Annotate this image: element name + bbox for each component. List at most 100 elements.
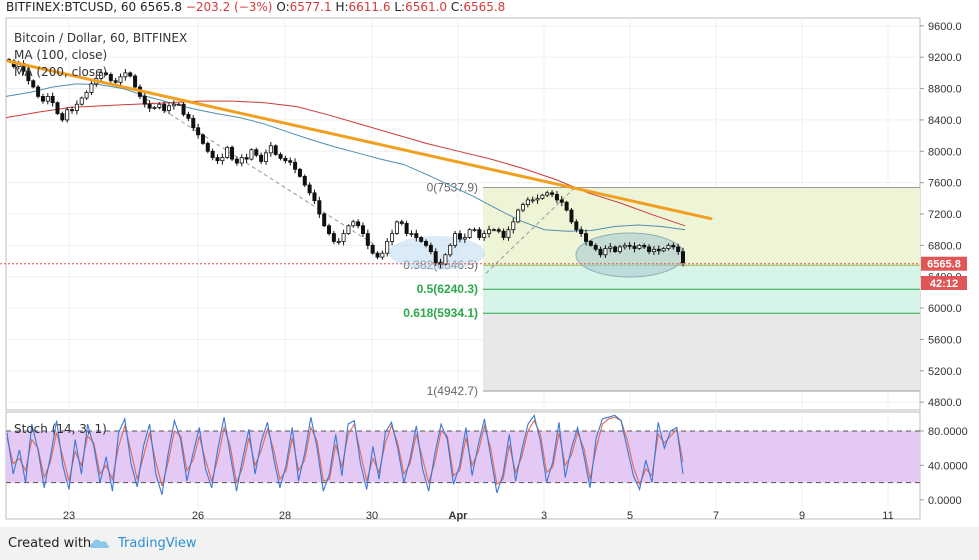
price-tick-label: 9200.0: [928, 52, 962, 64]
price-tick-label: 7600.0: [928, 178, 962, 190]
stoch-tick-label: 0.0000: [928, 495, 962, 507]
candle-body: [322, 213, 327, 227]
support-ellipse-right[interactable]: [575, 232, 685, 278]
candle-body: [622, 244, 627, 248]
last-price: 6565.8: [139, 0, 182, 14]
candle-body: [443, 254, 448, 265]
candle-body: [501, 230, 506, 238]
candle-body: [584, 233, 589, 242]
candle-body: [147, 103, 152, 109]
candle-body: [40, 96, 45, 102]
time-tick-label: 7: [713, 510, 719, 522]
candle-body: [496, 229, 501, 232]
candle-body: [200, 134, 205, 144]
ma200-legend[interactable]: MA (200, close): [14, 65, 108, 79]
candle-body: [598, 248, 603, 256]
candle-body: [554, 193, 559, 201]
time-tick-label: 11: [882, 510, 893, 522]
candle-body: [60, 113, 65, 121]
candle-body: [506, 229, 511, 238]
candle-body: [336, 241, 341, 243]
candle-body: [55, 102, 60, 115]
candle-body: [225, 146, 230, 158]
candle-body: [351, 221, 356, 227]
candle-body: [327, 225, 332, 234]
candle-body: [157, 103, 162, 108]
stoch-axis[interactable]: 0.0000 40.0000 80.0000: [920, 426, 968, 507]
candle-body: [365, 233, 370, 246]
time-tick-label: 26: [192, 510, 204, 522]
candle-body: [186, 114, 191, 119]
low-label: L:: [394, 0, 406, 14]
candle-body: [113, 80, 118, 83]
open-label: O:: [276, 0, 290, 14]
candle-body: [133, 75, 138, 88]
candle-body: [123, 72, 128, 78]
candle-body: [404, 223, 409, 235]
stoch-tick-label: 40.0000: [928, 460, 968, 472]
fib-label-2: 0.5(6240.3): [417, 282, 478, 296]
time-tick-label: 23: [63, 510, 75, 522]
descending-trendline[interactable]: [6, 59, 713, 221]
candle-body: [525, 199, 530, 205]
candle-body: [409, 233, 414, 236]
candle-body: [181, 103, 186, 115]
fib-label-4: 1(4942.7): [427, 384, 478, 398]
candle-body: [574, 221, 579, 231]
candle-body: [26, 70, 31, 82]
time-tick-label: 3: [541, 510, 547, 522]
candle-body: [341, 233, 346, 242]
candle-body: [477, 229, 482, 238]
candle-body: [356, 221, 361, 227]
price-tick-label: 4800.0: [928, 397, 962, 409]
candle-body: [491, 229, 496, 232]
candle-body: [550, 192, 555, 195]
candle-body: [681, 251, 686, 264]
candle-body: [666, 244, 671, 249]
candle-body: [283, 157, 288, 162]
price-change: −203.2 (−3%): [185, 0, 273, 14]
price-tick-label: 6800.0: [928, 240, 962, 252]
ma100-legend[interactable]: MA (100, close): [14, 48, 108, 62]
candle-body: [671, 244, 676, 248]
candle-body: [632, 245, 637, 249]
candle-body: [162, 103, 167, 111]
candle-body: [254, 149, 259, 156]
candle-body: [535, 197, 540, 201]
candle-body: [394, 221, 399, 234]
fibonacci-retracement[interactable]: [483, 187, 920, 392]
tradingview-cloud-icon: [89, 539, 110, 548]
candle-body: [293, 161, 298, 170]
candle-body: [482, 233, 487, 238]
time-tick-label: 30: [366, 510, 378, 522]
candle-body: [244, 157, 249, 160]
candle-body: [167, 105, 172, 111]
candle-body: [370, 244, 375, 254]
candle-body: [108, 74, 113, 82]
candle-body: [99, 72, 104, 79]
candle-body: [191, 117, 196, 129]
candle-body: [487, 229, 492, 234]
chart-title: Bitcoin / Dollar, 60, BITFINEX: [14, 31, 188, 45]
time-axis[interactable]: 23 26 28 30 Apr 3 5 7 9 11: [63, 510, 894, 522]
ma100-line: [5, 83, 686, 232]
candle-body: [390, 233, 395, 242]
candle-body: [36, 86, 41, 97]
stoch-legend[interactable]: Stoch (14, 3, 1): [14, 422, 107, 436]
created-with-text: Created with: [8, 536, 92, 551]
stoch-k-line: [6, 414, 684, 495]
candle-body: [89, 83, 94, 93]
candle-body: [457, 233, 462, 240]
candle-body: [424, 241, 429, 246]
price-tick-label: 5600.0: [928, 334, 962, 346]
candle-body: [278, 154, 283, 159]
candle-body: [593, 244, 598, 250]
time-tick-label: Apr: [449, 510, 469, 522]
stoch-tick-label: 80.0000: [928, 426, 968, 438]
candle-body: [171, 103, 176, 107]
candle-body: [273, 145, 278, 155]
tradingview-brand[interactable]: TradingView: [118, 536, 197, 551]
symbol-label[interactable]: BITFINEX:BTCUSD, 60: [6, 0, 137, 14]
candle-body: [520, 204, 525, 211]
